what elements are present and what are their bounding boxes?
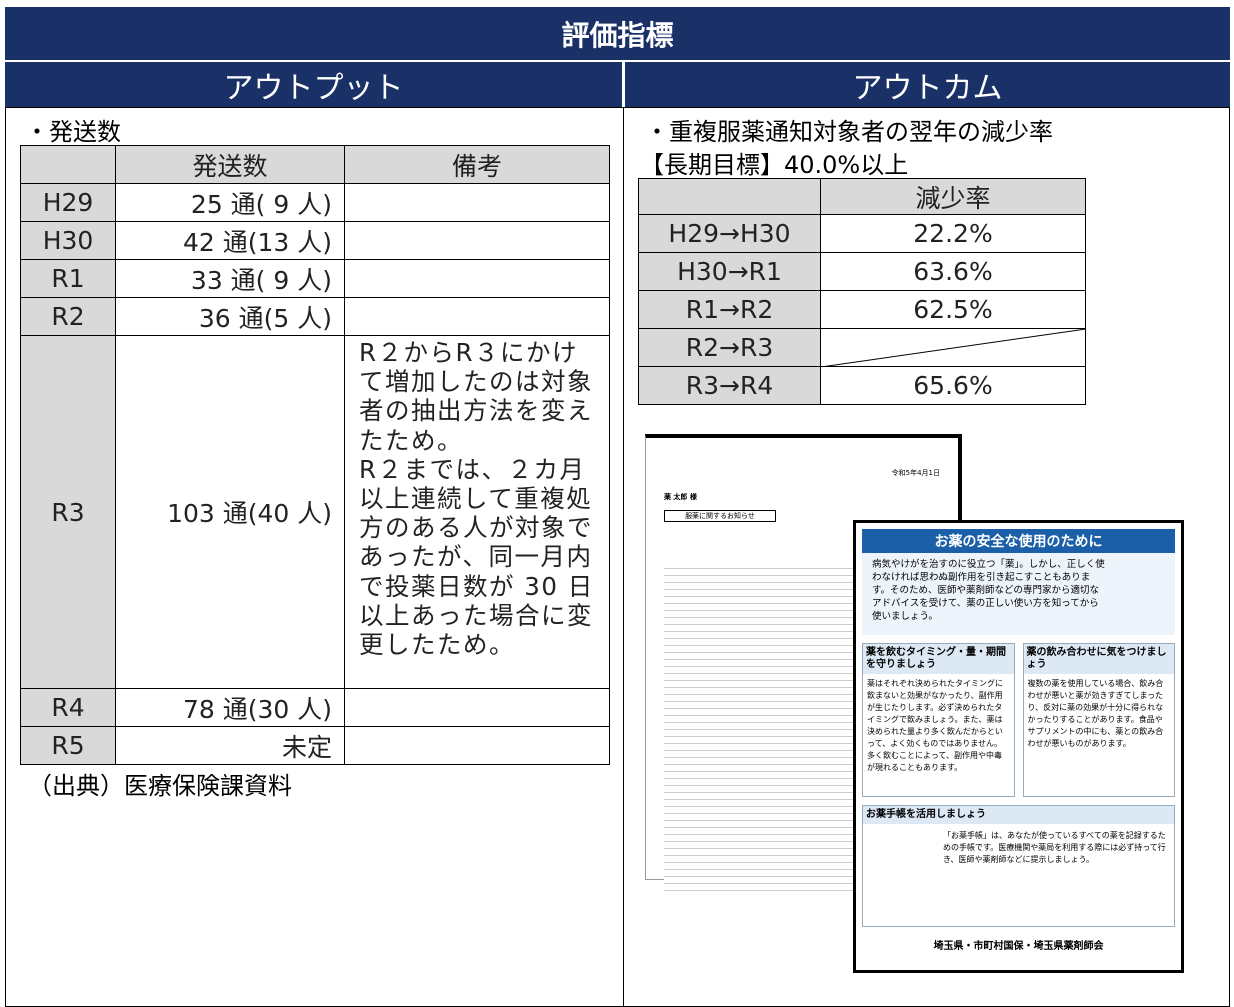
cell: R1→R2 xyxy=(638,290,821,329)
cell: 25 通( 9 人) xyxy=(115,183,345,222)
cell: R4 xyxy=(20,688,116,727)
cell xyxy=(344,183,610,222)
addressee: 薬 太郎 様 xyxy=(664,493,697,501)
cell xyxy=(344,297,610,336)
cell: 33 通( 9 人) xyxy=(115,259,345,298)
leaflet-image: お薬の安全な使用のために 病気やけがを治すのに役立つ「薬」。しかし、正しく使わな… xyxy=(853,520,1184,973)
cell: H30 xyxy=(20,221,116,260)
cell: R2→R3 xyxy=(638,328,821,367)
cell: 63.6% xyxy=(820,252,1086,291)
section-title: お薬手帳を活用しましょう xyxy=(863,806,1174,824)
cell: 36 通(5 人) xyxy=(115,297,345,336)
body-lines xyxy=(664,562,864,892)
leaflet-title: お薬の安全な使用のために xyxy=(862,529,1175,553)
header-cell: 備考 xyxy=(344,145,610,184)
cell: 65.6% xyxy=(820,366,1086,405)
cell: R２からR３にかけて増加したのは対象者の抽出方法を変えたため。 R２までは、２カ月… xyxy=(344,335,610,689)
cell xyxy=(344,726,610,765)
cell: R5 xyxy=(20,726,116,765)
heading: ・発送数 xyxy=(25,118,121,146)
cell xyxy=(344,688,610,727)
footer: 埼玉県・市町村国保・埼玉県薬剤師会 xyxy=(933,941,1104,952)
cell: 103 通(40 人) xyxy=(115,335,345,689)
source: （出典）医療保険課資料 xyxy=(28,772,292,800)
section-title: 薬を飲むタイミング・量・期間を守りましょう xyxy=(863,644,1014,674)
cell: 62.5% xyxy=(820,290,1086,329)
diagonal xyxy=(821,329,1086,367)
goal: 【長期目標】40.0%以上 xyxy=(640,151,909,179)
section-body: 複数の薬を使用している場合、飲み合わせが悪いと薬が効きすぎてしまったり、反対に薬… xyxy=(1027,679,1164,748)
cell xyxy=(344,221,610,260)
cell: R2 xyxy=(20,297,116,336)
note: R２からR３にかけて増加したのは対象者の抽出方法を変えたため。 xyxy=(359,338,593,455)
note: R２までは、２カ月以上連続して重複処方のある人が対象であったが、同一月内で投薬日… xyxy=(359,454,594,660)
title: 評価指標 xyxy=(5,7,1230,60)
cell xyxy=(344,259,610,298)
date: 令和5年4月1日 xyxy=(891,469,940,477)
cell: H29 xyxy=(20,183,116,222)
cell: R1 xyxy=(20,259,116,298)
cell: 42 通(13 人) xyxy=(115,221,345,260)
column-header: アウトプット xyxy=(5,62,622,107)
column-header: アウトカム xyxy=(625,62,1230,107)
cell: 未定 xyxy=(115,726,345,765)
cell: H29→H30 xyxy=(638,214,821,253)
cell: 22.2% xyxy=(820,214,1086,253)
cell xyxy=(820,328,1086,367)
header-cell xyxy=(638,178,821,215)
intro: 病気やけがを治すのに役立つ「薬」。しかし、正しく使わなければ思わぬ副作用を引き起… xyxy=(862,553,1175,635)
cell: R3 xyxy=(20,335,116,689)
cell: R3→R4 xyxy=(638,366,821,405)
header-cell xyxy=(20,145,116,184)
cell: 78 通(30 人) xyxy=(115,688,345,727)
heading: ・重複服薬通知対象者の翌年の減少率 xyxy=(645,118,1053,146)
subject: 服薬に関するお知らせ xyxy=(664,510,776,522)
section-body: 「お薬手帳」は、あなたが使っているすべての薬を記録するための手帳です。医療機関や… xyxy=(943,831,1166,864)
section-title: 薬の飲み合わせに気をつけましょう xyxy=(1023,644,1174,674)
cell: H30→R1 xyxy=(638,252,821,291)
header-cell: 発送数 xyxy=(115,145,345,184)
header-cell: 減少率 xyxy=(820,178,1086,215)
section-body: 薬はそれぞれ決められたタイミングに飲まないと効果がなかったり、副作用が生じたりし… xyxy=(867,679,1003,772)
